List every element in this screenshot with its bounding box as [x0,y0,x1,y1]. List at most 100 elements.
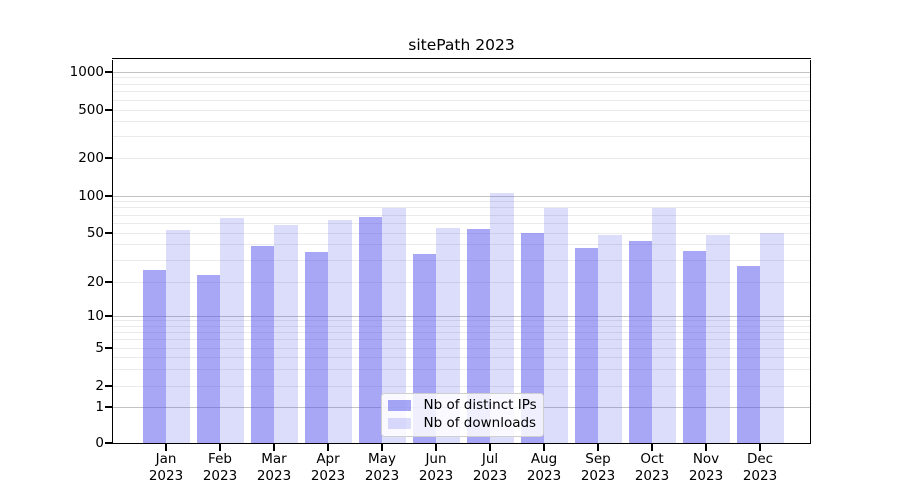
bar-nb-of-distinct-ips-dec-2023 [736,265,760,443]
gridline-minor-70 [113,214,810,216]
top-spine [111,58,812,60]
right-spine [810,59,812,445]
x-tick-label-dec-2023: Dec 2023 [742,451,778,484]
x-tick-jul-2023 [489,444,491,451]
bar-nb-of-downloads-dec-2023 [760,233,784,443]
bar-nb-of-distinct-ips-feb-2023 [196,274,220,443]
y-tick-label-100: 100 [78,187,104,204]
x-tick-oct-2023 [651,444,653,451]
y-tick-label-50: 50 [86,224,104,241]
gridline-minor-900 [113,77,810,79]
bar-nb-of-distinct-ips-jul-2023 [466,228,490,443]
bar-nb-of-distinct-ips-sep-2023 [574,247,598,443]
gridline-minor-5 [113,347,810,349]
gridline-minor-80 [113,207,810,209]
gridline-minor-400 [113,121,810,123]
y-tick-5 [105,347,112,349]
gridline-minor-50 [113,232,810,234]
x-tick-label-nov-2023: Nov 2023 [688,451,724,484]
bar-nb-of-downloads-jul-2023 [490,193,514,443]
y-tick-500 [105,109,112,111]
gridline-minor-300 [113,136,810,138]
x-tick-mar-2023 [273,444,275,451]
bar-nb-of-downloads-nov-2023 [706,235,730,443]
y-tick-label-0: 0 [95,434,104,451]
x-tick-label-jun-2023: Jun 2023 [418,451,454,484]
y-tick-label-200: 200 [78,149,104,166]
x-axis-spine [111,443,812,445]
y-tick-1 [105,406,112,408]
gridline-minor-40 [113,244,810,246]
gridline-minor-800 [113,83,810,85]
x-tick-jan-2023 [165,444,167,451]
gridline-minor-90 [113,201,810,203]
legend-item-nb-of-distinct-ips: Nb of distinct IPs [387,396,537,414]
gridline-minor-7 [113,331,810,333]
y-tick-label-5: 5 [95,339,104,356]
x-tick-label-jan-2023: Jan 2023 [148,451,184,484]
x-tick-may-2023 [381,444,383,451]
y-tick-50 [105,232,112,234]
legend-swatch-nb-of-downloads [387,418,411,429]
legend-label-nb-of-distinct-ips: Nb of distinct IPs [423,396,537,413]
x-tick-label-sep-2023: Sep 2023 [580,451,616,484]
x-tick-feb-2023 [219,444,221,451]
bar-nb-of-distinct-ips-oct-2023 [628,241,652,443]
y-axis-spine [111,59,113,445]
y-tick-2 [105,385,112,387]
bar-nb-of-downloads-jan-2023 [166,229,190,443]
y-tick-10 [105,315,112,317]
y-tick-label-1000: 1000 [69,63,104,80]
gridline-major-10 [113,315,810,317]
gridline-minor-60 [113,222,810,224]
gridline-minor-4 [113,356,810,358]
x-tick-label-aug-2023: Aug 2023 [526,451,562,484]
y-tick-20 [105,281,112,283]
y-tick-label-1: 1 [95,398,104,415]
x-tick-label-feb-2023: Feb 2023 [202,451,238,484]
y-tick-label-500: 500 [78,101,104,118]
legend: Nb of distinct IPs Nb of downloads [380,392,544,437]
gridline-minor-8 [113,325,810,327]
gridline-minor-9 [113,320,810,322]
y-tick-label-10: 10 [86,307,104,324]
x-tick-label-mar-2023: Mar 2023 [256,451,292,484]
bar-nb-of-downloads-jun-2023 [436,227,460,443]
y-tick-label-20: 20 [86,273,104,290]
gridline-minor-500 [113,109,810,111]
x-tick-nov-2023 [705,444,707,451]
gridline-minor-600 [113,99,810,101]
y-tick-label-2: 2 [95,377,104,394]
gridline-minor-2 [113,385,810,387]
bar-nb-of-distinct-ips-apr-2023 [304,252,328,443]
bar-nb-of-downloads-aug-2023 [544,207,568,443]
gridline-minor-6 [113,339,810,341]
legend-item-nb-of-downloads: Nb of downloads [387,415,537,432]
bar-nb-of-distinct-ips-mar-2023 [250,246,274,443]
y-tick-100 [105,195,112,197]
gridline-minor-700 [113,91,810,93]
x-tick-label-oct-2023: Oct 2023 [634,451,670,484]
y-tick-0 [105,442,112,444]
gridline-minor-20 [113,281,810,283]
legend-label-nb-of-downloads: Nb of downloads [423,415,537,432]
x-tick-label-apr-2023: Apr 2023 [310,451,346,484]
bar-nb-of-distinct-ips-aug-2023 [520,233,544,443]
x-tick-label-may-2023: May 2023 [364,451,400,484]
bar-nb-of-distinct-ips-may-2023 [358,217,382,443]
bar-nb-of-distinct-ips-nov-2023 [682,250,706,443]
x-tick-sep-2023 [597,444,599,451]
x-tick-jun-2023 [435,444,437,451]
bar-nb-of-downloads-may-2023 [382,207,406,443]
gridline-minor-3 [113,368,810,370]
x-tick-apr-2023 [327,444,329,451]
bar-nb-of-distinct-ips-jan-2023 [142,270,166,443]
gridline-major-1000 [113,71,810,73]
bar-nb-of-downloads-oct-2023 [652,207,676,443]
gridline-minor-200 [113,157,810,159]
chart-title: sitePath 2023 [408,36,515,54]
bar-nb-of-downloads-feb-2023 [220,218,244,443]
gridline-major-100 [113,195,810,197]
bar-nb-of-downloads-sep-2023 [598,235,622,443]
